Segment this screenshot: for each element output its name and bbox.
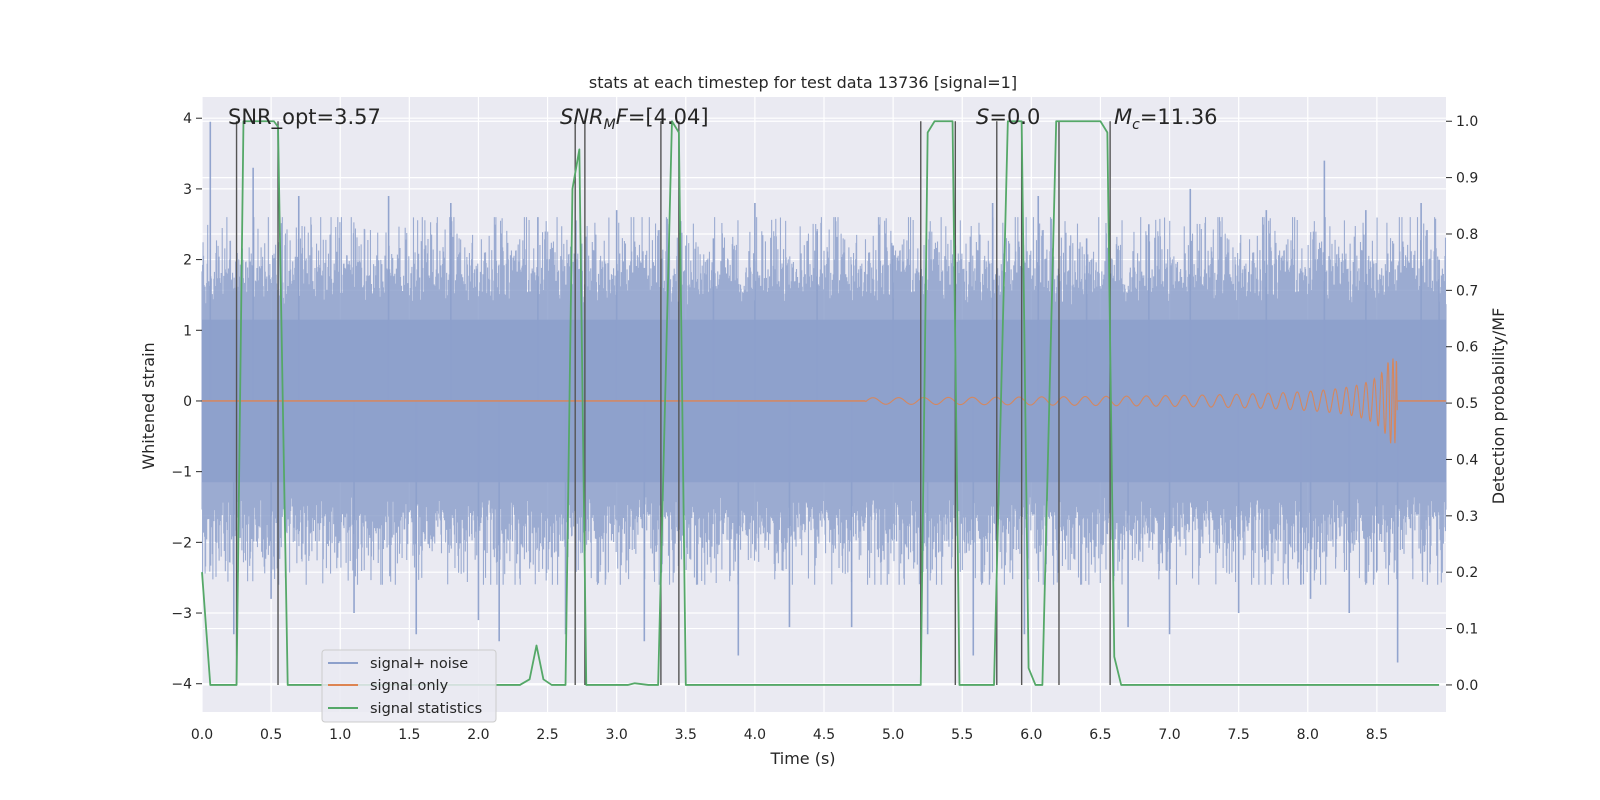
x-axis-label: Time (s)	[769, 749, 835, 768]
x-tick-label: 5.5	[951, 727, 973, 743]
legend-label-signal-noise: signal+ noise	[370, 656, 468, 672]
annotation-s: S=0.0	[976, 105, 1040, 129]
y-right-tick-label: 0.0	[1456, 678, 1478, 694]
y-left-tick-label: 0	[183, 394, 192, 410]
y-left-tick-label: 4	[183, 111, 192, 127]
x-tick-label: 3.5	[675, 727, 697, 743]
plot-series-group	[201, 120, 1447, 686]
x-tick-label: 7.5	[1228, 727, 1250, 743]
x-tick-label: 3.0	[606, 727, 628, 743]
y-left-axis-label: Whitened strain	[139, 342, 158, 469]
x-tick-label: 4.0	[744, 727, 766, 743]
annotation-snr-opt-value: 3.57	[334, 105, 381, 129]
x-tick-label: 2.0	[467, 727, 489, 743]
chirp-waveform	[865, 358, 1398, 444]
y-right-axis-ticks: 0.0 0.1 0.2 0.3 0.4 0.5 0.6 0.7 0.8 0.9 1.0	[1446, 114, 1478, 694]
x-tick-label: 4.5	[813, 727, 835, 743]
x-tick-label: 0.5	[260, 727, 282, 743]
x-tick-label: 6.5	[1089, 727, 1111, 743]
x-tick-label: 2.5	[536, 727, 558, 743]
y-right-tick-label: 0.7	[1456, 283, 1478, 299]
x-tick-label: 8.0	[1297, 727, 1319, 743]
annotation-snr-opt-prefix: SNR_opt=	[228, 105, 334, 130]
x-tick-label: 6.0	[1020, 727, 1042, 743]
y-left-tick-label: 2	[183, 253, 192, 269]
series-signal-only	[202, 358, 1446, 444]
y-right-tick-label: 0.8	[1456, 227, 1478, 243]
x-tick-label: 5.0	[882, 727, 904, 743]
y-left-tick-label: 3	[183, 182, 192, 198]
chart-title: stats at each timestep for test data 137…	[589, 73, 1017, 92]
x-tick-label: 7.0	[1158, 727, 1180, 743]
y-left-tick-label: 1	[183, 323, 192, 339]
y-right-tick-label: 0.2	[1456, 565, 1478, 581]
y-left-tick-label: −4	[171, 677, 192, 693]
x-tick-label: 8.5	[1366, 727, 1388, 743]
y-right-tick-label: 0.5	[1456, 396, 1478, 412]
annotation-snr-mf: SNRMF=[4.04]	[560, 105, 709, 133]
y-left-tick-label: −2	[171, 535, 192, 551]
x-axis-ticks: 0.0 0.5 1.0 1.5 2.0 2.5 3.0 3.5 4.0 4.5 5.0 5.5 6.0 6…	[191, 727, 1388, 743]
annotation-mc: Mc=11.36	[1114, 105, 1218, 133]
x-tick-label: 0.0	[191, 727, 213, 743]
y-right-tick-label: 1.0	[1456, 114, 1478, 130]
legend-label-signal-statistics: signal statistics	[370, 701, 482, 717]
y-right-tick-label: 0.3	[1456, 509, 1478, 525]
annotation-snr-opt: SNR_opt=3.57	[228, 105, 381, 130]
x-tick-label: 1.5	[398, 727, 420, 743]
y-right-tick-label: 0.6	[1456, 340, 1478, 356]
statistics-line	[201, 120, 1440, 686]
y-right-tick-label: 0.9	[1456, 171, 1478, 187]
y-right-tick-label: 0.1	[1456, 622, 1478, 638]
x-tick-label: 1.0	[329, 727, 351, 743]
y-right-tick-label: 0.4	[1456, 452, 1478, 468]
y-left-axis-ticks: −4 −3 −2 −1 0 1 2 3 4	[171, 111, 202, 693]
legend: signal+ noise signal only signal statist…	[321, 649, 497, 723]
series-signal-statistics	[201, 120, 1440, 686]
y-left-tick-label: −1	[171, 465, 192, 481]
y-left-tick-label: −3	[171, 606, 192, 622]
legend-box	[321, 649, 497, 723]
y-right-axis-label: Detection probability/MF	[1489, 308, 1508, 505]
legend-label-signal-only: signal only	[370, 678, 449, 694]
